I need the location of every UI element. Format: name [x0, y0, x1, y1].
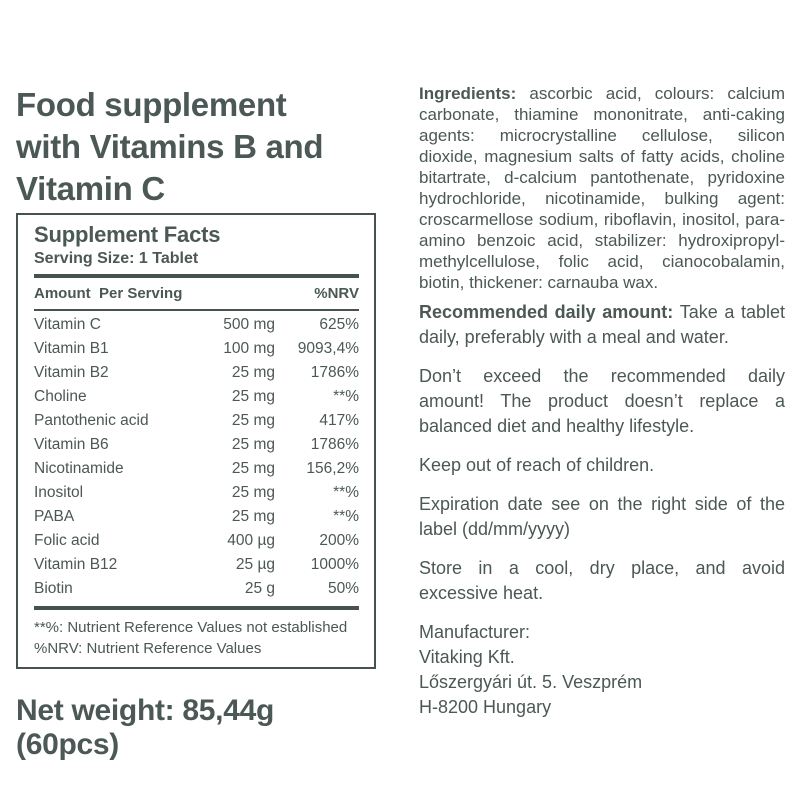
- nutrient-row: Vitamin C 500 mg 625%: [34, 313, 359, 337]
- nutrient-row: Folic acid 400 µg 200%: [34, 529, 359, 553]
- nutrient-table: Vitamin C 500 mg 625% Vitamin B1 100 mg …: [34, 311, 359, 601]
- rule-thick: [34, 274, 359, 278]
- right-column: Ingredients: ascorbic acid, colours: cal…: [419, 83, 785, 720]
- nutrient-nrv: 1786%: [310, 436, 359, 453]
- children-warning: Keep out of reach of children.: [419, 455, 655, 475]
- nutrient-nrv: **%: [333, 388, 359, 405]
- nutrient-name: Vitamin C: [34, 316, 101, 333]
- left-column: Food supplement with Vitamins B and Vita…: [16, 84, 376, 762]
- nutrient-nrv: 200%: [319, 532, 359, 549]
- net-weight: Net weight: 85,44g (60pcs): [16, 694, 274, 761]
- facts-heading: Supplement Facts: [34, 222, 221, 247]
- rule-thin: [34, 309, 359, 311]
- column-header-nrv: %NRV: [314, 285, 359, 302]
- recommended-daily-label: Recommended daily amount:: [419, 302, 680, 322]
- nutrient-name: PABA: [34, 508, 75, 525]
- nutrient-row: PABA 25 mg **%: [34, 505, 359, 529]
- product-title: Food supplement with Vitamins B and Vita…: [16, 86, 324, 207]
- nutrient-amount: 25 mg: [231, 484, 275, 501]
- ingredients-label: Ingredients:: [419, 84, 530, 103]
- ingredients-paragraph: Ingredients: ascorbic acid, colours: cal…: [419, 83, 785, 293]
- footnote-nrv-definition: %NRV: Nutrient Reference Values: [34, 640, 262, 657]
- ingredients-text: ascorbic acid, colours: calcium carbonat…: [419, 84, 785, 292]
- nutrient-amount: 25 mg: [231, 412, 275, 429]
- nutrient-row: Vitamin B6 25 mg 1786%: [34, 433, 359, 457]
- nutrient-name: Folic acid: [34, 532, 100, 549]
- nutrient-nrv: 1786%: [310, 364, 359, 381]
- nutrient-amount: 25 mg: [231, 364, 275, 381]
- nutrient-nrv: 9093,4%: [297, 340, 359, 357]
- nutrient-amount: 25 mg: [231, 508, 275, 525]
- expiration-note: Expiration date see on the right side of…: [419, 494, 785, 539]
- nutrient-name: Biotin: [34, 580, 73, 597]
- nutrient-row: Nicotinamide 25 mg 156,2%: [34, 457, 359, 481]
- supplement-facts-panel: Supplement Facts Serving Size: 1 Tablet …: [16, 213, 376, 669]
- nutrient-name: Inositol: [34, 484, 84, 501]
- nutrient-row: Choline 25 mg **%: [34, 385, 359, 409]
- recommended-daily-paragraph: Recommended daily amount: Take a tablet …: [419, 300, 785, 350]
- footnotes: **%: Nutrient Reference Values not estab…: [34, 610, 359, 659]
- nutrient-row: Pantothenic acid 25 mg 417%: [34, 409, 359, 433]
- nutrient-row: Biotin 25 g 50%: [34, 577, 359, 601]
- nutrient-row: Vitamin B12 25 µg 1000%: [34, 553, 359, 577]
- rule-thick: [34, 606, 359, 610]
- facts-column-headers: Amount Per Serving %NRV: [34, 278, 359, 309]
- manufacturer-block: Manufacturer: Vitaking Kft. Lőszergyári …: [419, 622, 643, 717]
- nutrient-amount: 25 mg: [231, 388, 275, 405]
- nutrient-amount: 400 µg: [227, 532, 275, 549]
- nutrient-nrv: 156,2%: [306, 460, 359, 477]
- footnote-nrv-not-established: **%: Nutrient Reference Values not estab…: [34, 619, 348, 636]
- nutrient-nrv: **%: [333, 508, 359, 525]
- nutrient-amount: 25 mg: [231, 460, 275, 477]
- nutrient-name: Pantothenic acid: [34, 412, 149, 429]
- nutrient-row: Vitamin B2 25 mg 1786%: [34, 361, 359, 385]
- nutrient-name: Vitamin B2: [34, 364, 109, 381]
- nutrient-nrv: 50%: [327, 580, 359, 597]
- nutrient-amount: 25 µg: [235, 556, 275, 573]
- nutrient-name: Vitamin B12: [34, 556, 118, 573]
- nutrient-amount: 500 mg: [223, 316, 275, 333]
- nutrient-nrv: 625%: [319, 316, 359, 333]
- recommended-daily-text: Take a tablet daily, preferably with a m…: [419, 302, 785, 347]
- nutrient-amount: 25 mg: [231, 436, 275, 453]
- nutrient-name: Nicotinamide: [34, 460, 124, 477]
- nutrient-amount: 100 mg: [223, 340, 275, 357]
- nutrient-amount: 25 g: [244, 580, 275, 597]
- nutrient-nrv: 1000%: [310, 556, 359, 573]
- nutrient-nrv: 417%: [319, 412, 359, 429]
- storage-note: Store in a cool, dry place, and avoid ex…: [419, 558, 785, 603]
- nutrient-name: Vitamin B6: [34, 436, 109, 453]
- nutrient-name: Vitamin B1: [34, 340, 109, 357]
- column-header-amount: Amount Per Serving: [34, 285, 183, 302]
- nutrient-name: Choline: [34, 388, 87, 405]
- nutrient-row: Vitamin B1 100 mg 9093,4%: [34, 337, 359, 361]
- nutrient-row: Inositol 25 mg **%: [34, 481, 359, 505]
- serving-size: Serving Size: 1 Tablet: [34, 250, 199, 267]
- warning-paragraph: Don’t exceed the recommended daily amoun…: [419, 366, 785, 436]
- nutrient-nrv: **%: [333, 484, 359, 501]
